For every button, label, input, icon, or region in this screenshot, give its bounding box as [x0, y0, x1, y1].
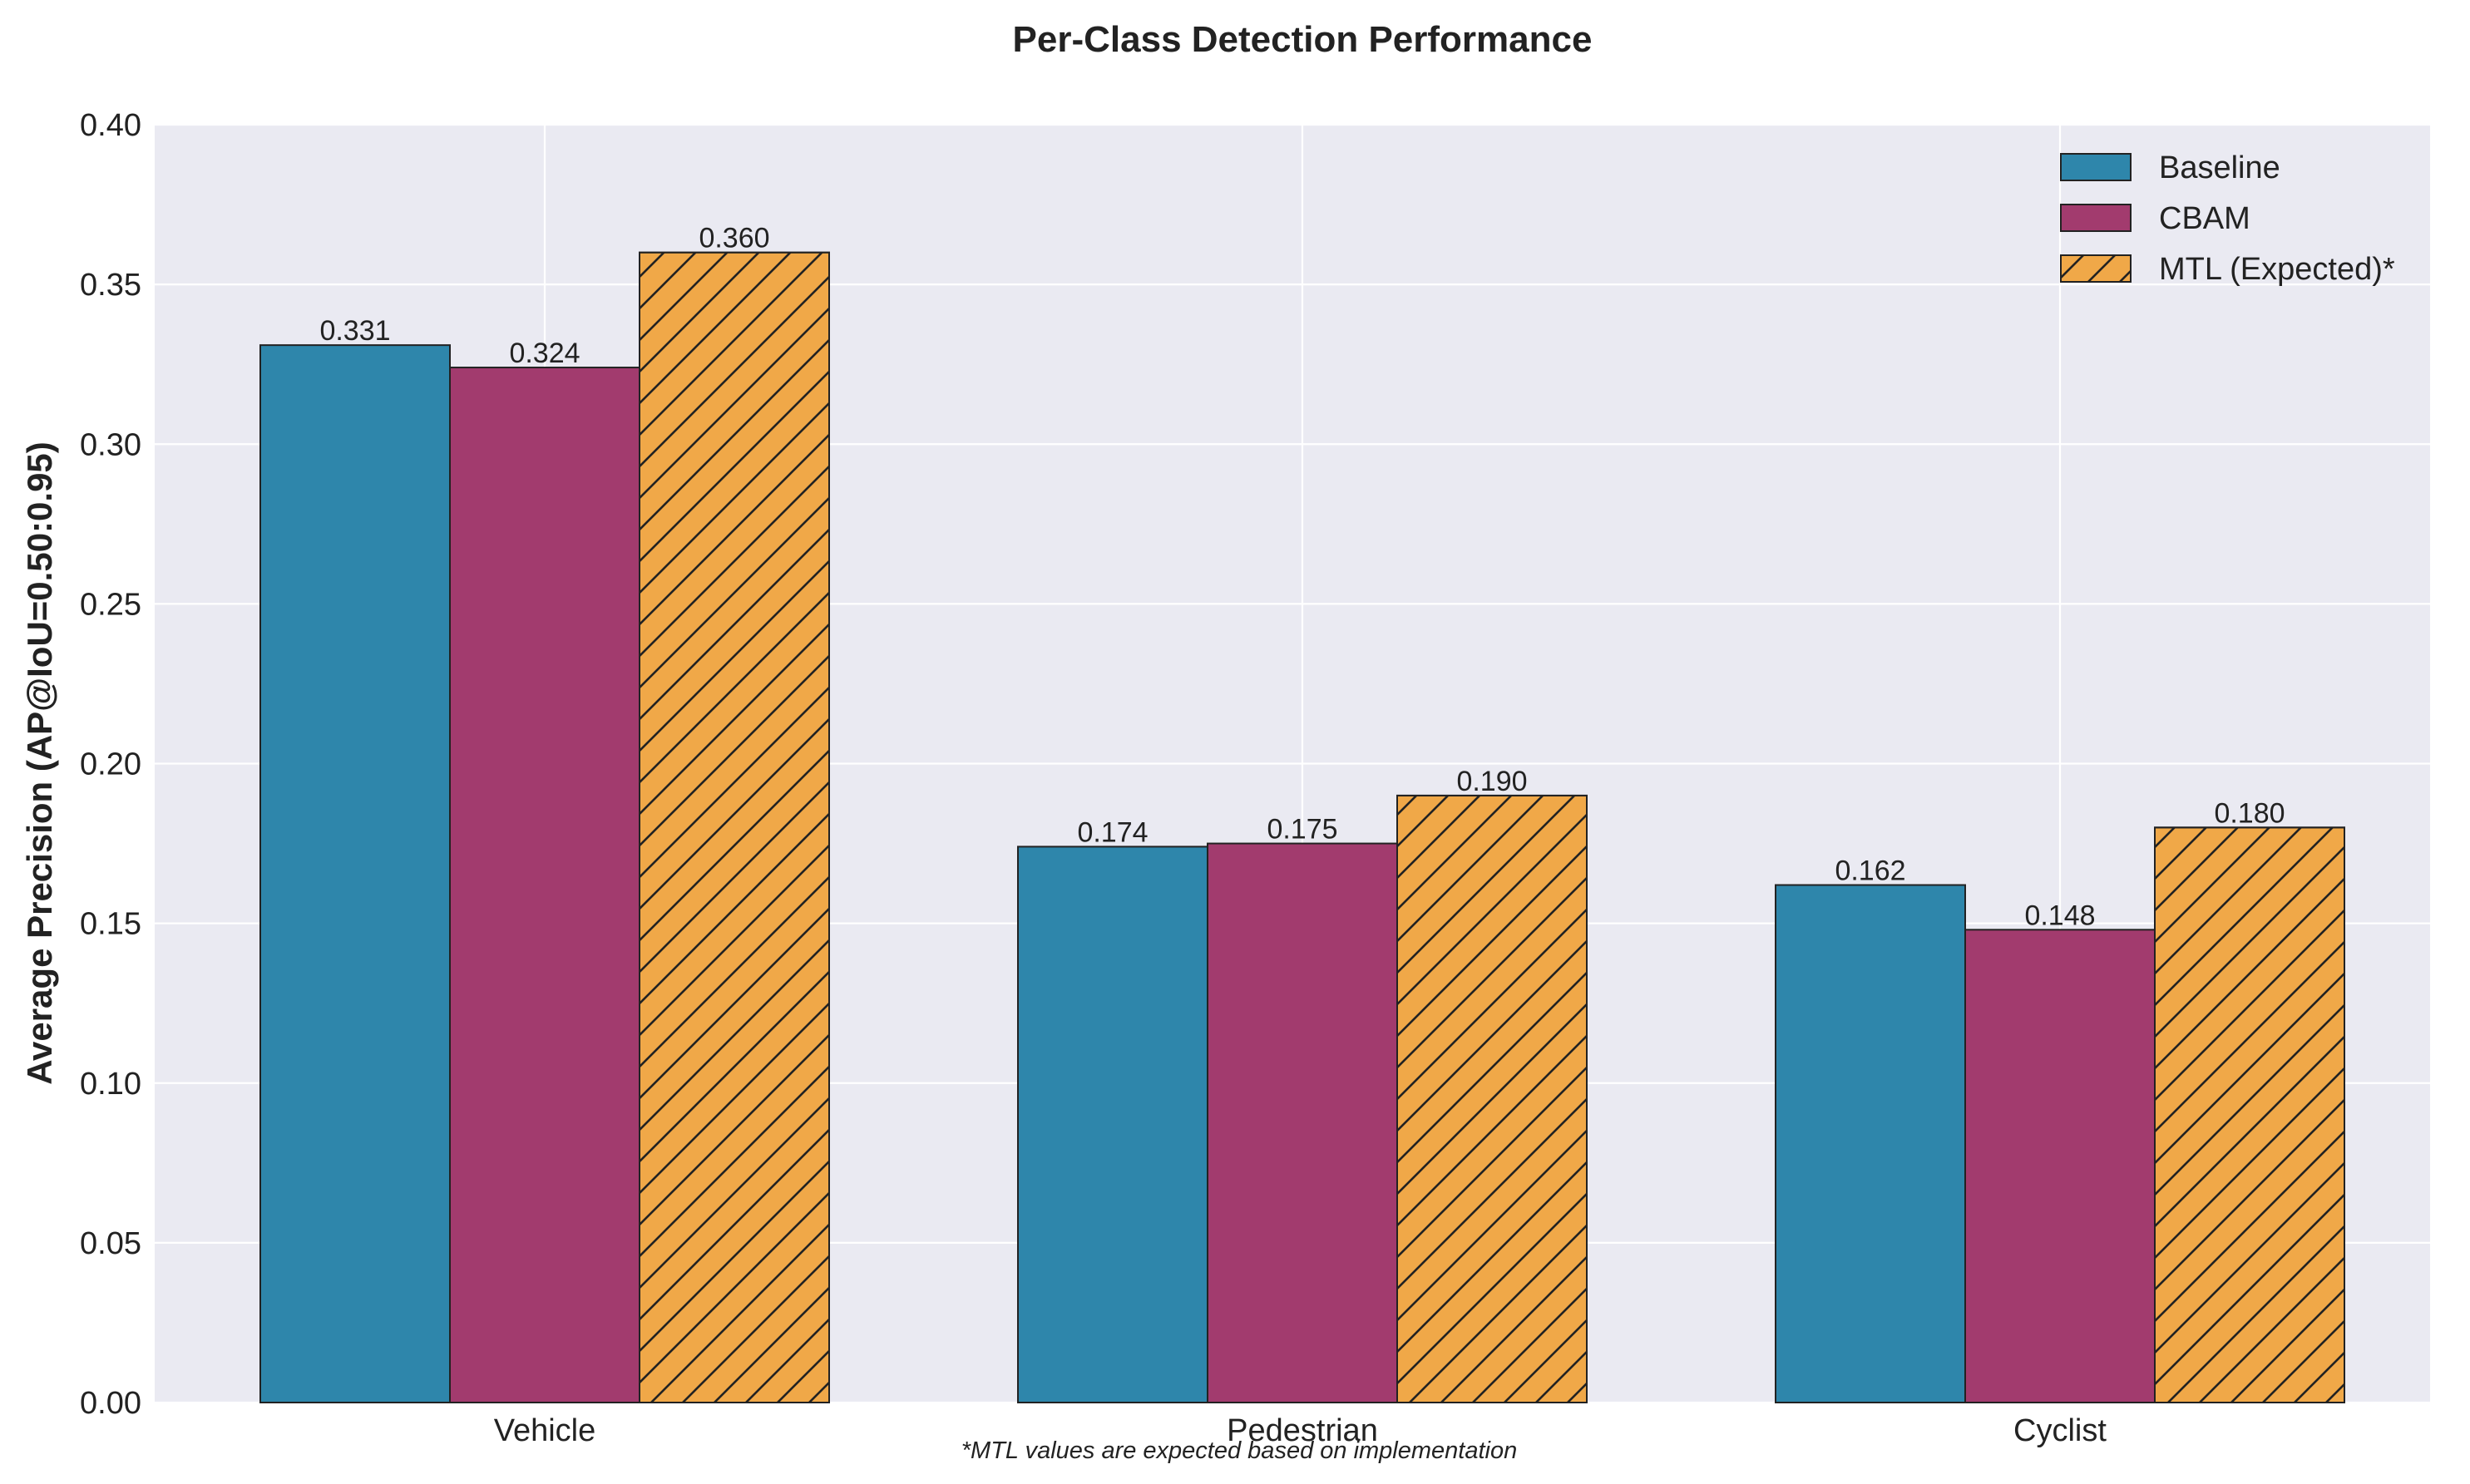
value-label: 0.180: [2214, 797, 2285, 829]
value-label: 0.162: [1835, 855, 1905, 887]
y-axis-ticks: 0.00 0.05 0.10 0.15 0.20 0.25 0.30 0.35 0.40: [80, 108, 141, 1421]
value-label: 0.174: [1077, 816, 1148, 848]
y-tick-label: 0.25: [80, 587, 141, 622]
y-tick-label: 0.10: [80, 1067, 141, 1102]
bar-hatch-overlay: [639, 251, 830, 1404]
chart-title: Per-Class Detection Performance: [1013, 19, 1593, 60]
value-label: 0.148: [2024, 900, 2095, 931]
footnote: *MTL values are expected based on implem…: [961, 1437, 1517, 1464]
bar-baseline-pedestrian: [1017, 846, 1208, 1403]
value-labels: 0.331 0.174 0.162 0.324 0.175 0.148 0.360 0.190…: [319, 223, 2285, 932]
y-tick-label: 0.00: [80, 1386, 141, 1421]
value-label: 0.190: [1456, 766, 1527, 797]
value-label: 0.331: [319, 315, 390, 347]
y-tick-label: 0.15: [80, 907, 141, 942]
x-category-label: Pedestrian: [1227, 1413, 1378, 1448]
bar-cbam-vehicle: [449, 367, 640, 1403]
y-tick-label: 0.20: [80, 747, 141, 782]
bar-cbam-pedestrian: [1207, 842, 1398, 1403]
legend-label: CBAM: [2159, 201, 2250, 236]
bar-hatch-overlay: [1396, 794, 1588, 1403]
legend-swatch: [2060, 204, 2132, 232]
bar-cbam-cyclist: [1964, 929, 2156, 1404]
y-tick-label: 0.30: [80, 427, 141, 462]
x-category-label: Cyclist: [2013, 1413, 2107, 1448]
y-tick-label: 0.35: [80, 268, 141, 303]
x-category-label: Vehicle: [494, 1413, 596, 1448]
bars: [259, 251, 2345, 1404]
value-label: 0.360: [699, 223, 769, 254]
bar-baseline-cyclist: [1775, 884, 1966, 1403]
legend-swatch-hatch: [2060, 254, 2132, 283]
legend-swatch: [2060, 153, 2132, 181]
value-label: 0.175: [1267, 814, 1337, 846]
x-axis-categories: Vehicle Pedestrian Cyclist: [494, 1413, 2107, 1448]
bar-hatch-overlay: [2154, 826, 2345, 1403]
legend-label: Baseline: [2159, 150, 2280, 185]
y-tick-label: 0.05: [80, 1226, 141, 1261]
legend-label: MTL (Expected)*: [2159, 252, 2395, 287]
bar-baseline-vehicle: [259, 344, 451, 1404]
legend: Baseline CBAM MTL (Expected)*: [2060, 150, 2395, 287]
y-tick-label: 0.40: [80, 108, 141, 143]
y-axis-label: Average Precision (AP@IoU=0.50:0.95): [20, 441, 59, 1085]
value-label: 0.324: [509, 338, 580, 369]
